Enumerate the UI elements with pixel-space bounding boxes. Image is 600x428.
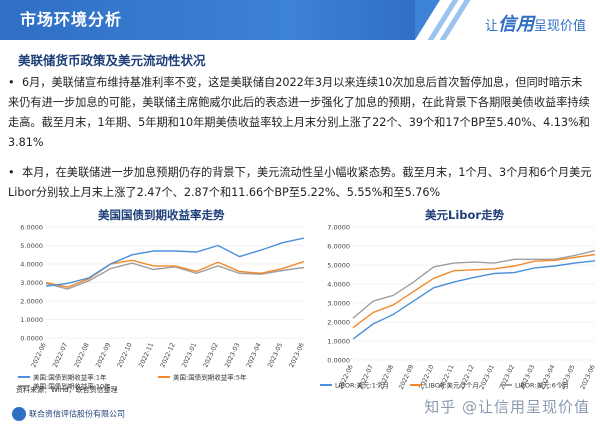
y-tick-label: 5.0000 bbox=[327, 262, 350, 270]
legend-label: LIBOR:美元:3个月 bbox=[425, 380, 479, 389]
company-logo: 联合资信评估股份有限公司 bbox=[12, 407, 125, 421]
page-header: 市场环境分析 让信用呈现价值 bbox=[0, 0, 600, 40]
watermark: 知乎 @让信用呈现价值 bbox=[424, 398, 590, 416]
x-tick-label: 2022-09 bbox=[95, 342, 112, 369]
y-tick-label: 3.0000 bbox=[20, 279, 43, 287]
header-bar bbox=[0, 0, 415, 40]
x-tick-label: 2023-04 bbox=[245, 342, 262, 369]
y-tick-label: 0.0000 bbox=[327, 357, 350, 365]
y-tick-label: 7.0000 bbox=[327, 224, 350, 232]
logo-mark-icon bbox=[12, 407, 26, 421]
x-tick-label: 2022-09 bbox=[398, 364, 415, 391]
x-tick-label: 2023-05 bbox=[267, 342, 284, 369]
chart-title: 美元Libor走势 bbox=[425, 208, 505, 222]
series-line bbox=[45, 262, 305, 290]
legend-label: LIBOR:美元:1个月 bbox=[335, 380, 389, 389]
series-line bbox=[45, 237, 305, 287]
x-tick-label: 2023-02 bbox=[499, 364, 516, 391]
y-tick-label: 5.0000 bbox=[20, 242, 43, 250]
x-tick-label: 2023-03 bbox=[224, 342, 241, 369]
legend-label: 美国:国债到期收益率:1年 bbox=[33, 372, 107, 381]
brand-slogan: 让信用呈现价值 bbox=[484, 14, 586, 35]
x-tick-label: 2022-07 bbox=[52, 342, 69, 369]
x-tick-label: 2022-06 bbox=[30, 342, 47, 369]
legend-label: LIBOR:美元:6个月 bbox=[515, 380, 569, 389]
x-tick-label: 2023-01 bbox=[181, 342, 198, 369]
x-tick-label: 2022-10 bbox=[116, 342, 133, 369]
x-tick-label: 2022-12 bbox=[159, 342, 176, 369]
y-tick-label: 2.0000 bbox=[20, 298, 43, 306]
x-tick-label: 2023-01 bbox=[479, 364, 496, 391]
x-tick-label: 2023-06 bbox=[288, 342, 305, 369]
x-tick-label: 2023-02 bbox=[202, 342, 219, 369]
series-line bbox=[352, 249, 596, 319]
paragraph-liquidity: • 本月，在美联储进一步加息预期仍存的背景下，美元流动性呈小幅收紧态势。截至月末，… bbox=[8, 166, 592, 199]
chart-title: 美国国债到期收益率走势 bbox=[98, 208, 225, 222]
series-line bbox=[352, 253, 596, 329]
section-title: 美联储货币政策及美元流动性状况 bbox=[18, 53, 206, 68]
libor-chart: 美元Libor走势 0.0000 1.0000 2.0000 3.0000 4.0000… bbox=[315, 205, 600, 395]
y-tick-label: 6.0000 bbox=[20, 224, 43, 232]
legend-label: 美国:国债到期收益率:10年 bbox=[33, 381, 111, 390]
y-tick-label: 1.0000 bbox=[20, 316, 43, 324]
x-tick-label: 2023-06 bbox=[579, 364, 596, 391]
y-tick-label: 6.0000 bbox=[327, 243, 350, 251]
y-tick-label: 4.0000 bbox=[20, 261, 43, 269]
paragraph-policy: • 6月，美联储宣布维持基准利率不变，这是美联储自2022年3月以来连续10次加息… bbox=[8, 76, 590, 149]
y-tick-label: 4.0000 bbox=[327, 281, 350, 289]
y-tick-label: 2.0000 bbox=[327, 319, 350, 327]
series-line bbox=[352, 260, 596, 340]
treasury-yield-plot: 0.0000 1.0000 2.0000 3.0000 4.0000 5.0000 6.00… bbox=[18, 224, 306, 390]
page-title: 市场环境分析 bbox=[20, 10, 123, 29]
y-tick-label: 3.0000 bbox=[327, 300, 350, 308]
libor-plot: 0.0000 1.0000 2.0000 3.0000 4.0000 5.0000 6.00… bbox=[320, 224, 597, 391]
series-line bbox=[45, 259, 305, 288]
y-tick-label: 1.0000 bbox=[327, 338, 350, 346]
treasury-yield-chart: 美国国债到期收益率走势 0.0000 1.0000 2.0000 3.0000 4.00… bbox=[8, 205, 308, 395]
chart-source: 资料来源：Wind，联合资信整理 bbox=[16, 386, 118, 394]
y-tick-label: 0.0000 bbox=[20, 335, 43, 343]
x-tick-label: 2022-11 bbox=[138, 342, 155, 369]
x-tick-label: 2022-08 bbox=[73, 342, 90, 369]
legend-label: 美国:国债到期收益率:5年 bbox=[173, 372, 247, 381]
